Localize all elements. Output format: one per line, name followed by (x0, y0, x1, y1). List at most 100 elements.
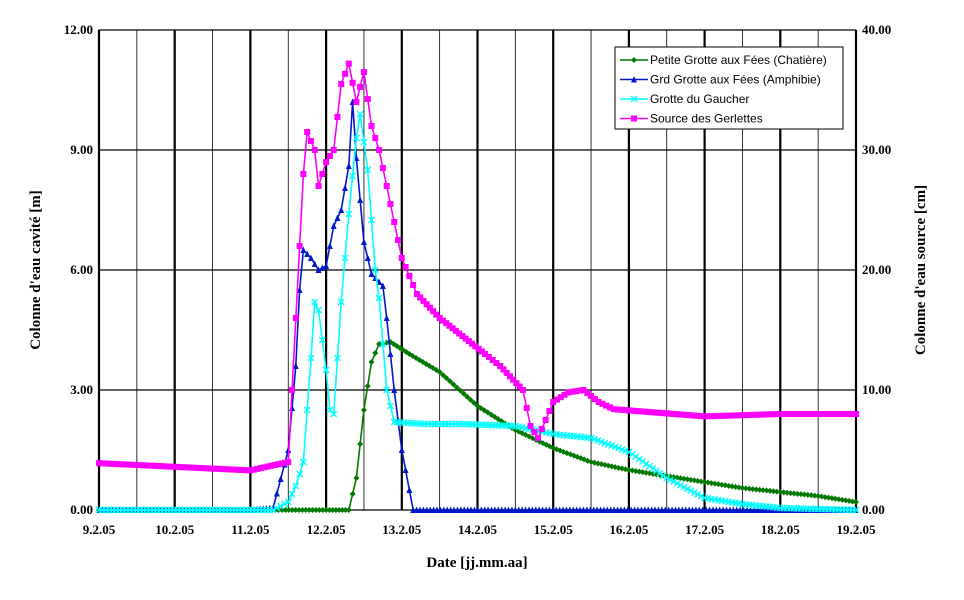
data-point (691, 412, 698, 419)
data-point (690, 489, 698, 497)
data-point (472, 343, 479, 350)
data-point (677, 481, 685, 489)
data-point (175, 463, 182, 470)
data-point (753, 486, 760, 493)
right-tick-label: 10.00 (862, 382, 891, 397)
data-point (815, 411, 822, 417)
data-point (652, 467, 660, 475)
data-point (464, 393, 471, 400)
data-point (753, 411, 760, 418)
data-point (588, 393, 595, 399)
data-point (402, 466, 409, 473)
data-point (773, 411, 780, 418)
data-point (406, 273, 413, 279)
data-point (804, 491, 811, 498)
data-point (656, 409, 663, 416)
data-point (413, 291, 420, 297)
data-point (309, 507, 316, 513)
data-point (797, 491, 804, 498)
data-point (797, 411, 804, 417)
data-point (629, 407, 636, 414)
data-point (777, 489, 784, 495)
data-point (572, 388, 579, 395)
data-point (527, 423, 534, 429)
data-point (630, 95, 638, 103)
data-point (349, 491, 356, 497)
data-point (818, 411, 825, 417)
data-point (164, 463, 171, 470)
data-point (299, 507, 306, 513)
data-point (698, 413, 705, 420)
data-point (349, 172, 357, 180)
data-point (763, 411, 770, 418)
data-point (426, 304, 433, 311)
data-point (794, 490, 801, 497)
data-point (500, 366, 507, 373)
data-point (330, 147, 337, 153)
data-point (580, 387, 587, 393)
data-point (683, 485, 691, 493)
data-point (147, 462, 154, 469)
data-point (345, 162, 352, 169)
data-point (307, 138, 314, 144)
data-point (368, 216, 376, 224)
data-point (766, 487, 773, 494)
data-point (337, 298, 345, 306)
data-point (666, 476, 674, 484)
data-point (485, 354, 492, 360)
data-point (853, 411, 859, 417)
data-point (323, 507, 330, 513)
data-point (632, 453, 640, 461)
data-point (436, 369, 443, 375)
data-point (226, 466, 233, 473)
data-point (383, 386, 391, 394)
data-point (326, 507, 333, 513)
data-point (694, 412, 701, 419)
data-point (674, 411, 681, 418)
data-point (368, 123, 375, 129)
data-point (523, 405, 530, 411)
data-point (334, 114, 341, 120)
data-point (372, 135, 379, 141)
data-point (749, 411, 756, 418)
data-point (360, 407, 367, 413)
data-point (742, 412, 749, 419)
data-point (777, 411, 784, 417)
data-point (584, 390, 591, 396)
data-point (137, 462, 144, 469)
x-tick-label: 16.2.05 (609, 522, 649, 537)
data-point (133, 462, 140, 468)
data-point (289, 507, 296, 513)
data-point (311, 147, 318, 153)
legend-label: Petite Grotte aux Fées (Chatière) (650, 53, 827, 67)
data-point (319, 507, 326, 513)
data-point (216, 465, 223, 472)
data-point (202, 465, 209, 472)
data-point (233, 466, 240, 473)
data-point (449, 325, 456, 332)
data-point (212, 465, 219, 472)
data-point (687, 412, 694, 419)
data-point (116, 461, 123, 468)
data-point (708, 413, 715, 420)
data-point (565, 389, 572, 396)
data-point (475, 345, 482, 352)
data-point (595, 399, 602, 405)
legend-box (614, 46, 844, 130)
data-point (364, 254, 371, 261)
data-point (342, 184, 349, 191)
data-point (631, 57, 637, 63)
data-point (387, 201, 394, 207)
data-point (96, 460, 102, 467)
data-point (591, 396, 598, 402)
right-tick-label: 0.00 (862, 502, 885, 517)
data-point (299, 458, 307, 466)
data-point (430, 308, 437, 315)
data-point (157, 463, 164, 470)
data-point (323, 262, 330, 269)
data-point (606, 404, 613, 411)
data-point (243, 467, 250, 474)
data-point (453, 384, 460, 391)
data-point (632, 407, 639, 414)
data-point (478, 348, 485, 355)
